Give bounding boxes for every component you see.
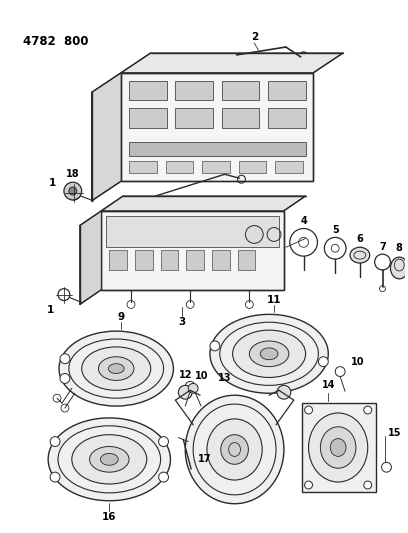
Ellipse shape <box>98 357 134 381</box>
Ellipse shape <box>48 418 171 501</box>
Text: 4782  800: 4782 800 <box>22 35 88 48</box>
Circle shape <box>364 406 372 414</box>
Bar <box>129 108 166 128</box>
Text: 8: 8 <box>396 243 403 253</box>
Bar <box>302 403 376 492</box>
Circle shape <box>50 437 60 447</box>
Circle shape <box>159 472 169 482</box>
Ellipse shape <box>308 413 368 482</box>
Ellipse shape <box>100 454 118 465</box>
Text: 3: 3 <box>179 317 186 327</box>
Circle shape <box>159 437 169 447</box>
Text: 13: 13 <box>218 374 231 383</box>
Circle shape <box>305 481 313 489</box>
Circle shape <box>178 385 192 399</box>
Text: 9: 9 <box>118 312 125 322</box>
Bar <box>121 72 313 181</box>
Circle shape <box>188 383 198 393</box>
Text: 10: 10 <box>351 357 365 367</box>
Text: 15: 15 <box>388 427 401 438</box>
Ellipse shape <box>350 247 370 263</box>
Bar <box>237 250 255 270</box>
Text: 5: 5 <box>332 225 339 236</box>
Bar <box>268 80 306 100</box>
Circle shape <box>186 301 194 309</box>
Polygon shape <box>102 196 306 211</box>
Ellipse shape <box>72 435 147 484</box>
Circle shape <box>127 301 135 309</box>
Ellipse shape <box>320 427 356 468</box>
Bar <box>268 108 306 128</box>
Text: 10: 10 <box>195 372 209 382</box>
Text: 4: 4 <box>300 216 307 225</box>
Text: 17: 17 <box>198 454 212 464</box>
Bar <box>222 108 259 128</box>
Bar <box>202 161 230 173</box>
Text: 1: 1 <box>49 178 56 188</box>
Circle shape <box>69 187 77 195</box>
Bar <box>135 250 153 270</box>
Bar <box>102 211 284 289</box>
Circle shape <box>277 385 291 399</box>
Circle shape <box>50 472 60 482</box>
Circle shape <box>381 462 391 472</box>
Ellipse shape <box>330 439 346 456</box>
Bar <box>275 161 303 173</box>
Bar <box>102 211 284 289</box>
Text: 14: 14 <box>322 381 335 390</box>
Ellipse shape <box>260 348 278 360</box>
Bar <box>166 161 193 173</box>
Bar <box>121 72 313 181</box>
Ellipse shape <box>390 257 408 279</box>
Polygon shape <box>121 53 343 72</box>
Ellipse shape <box>108 364 124 374</box>
Text: 16: 16 <box>102 512 117 522</box>
Text: 12: 12 <box>179 369 192 379</box>
Ellipse shape <box>249 341 289 367</box>
Text: 11: 11 <box>267 295 281 304</box>
Bar <box>129 161 157 173</box>
Bar <box>175 108 213 128</box>
Bar <box>175 80 213 100</box>
Circle shape <box>246 225 263 244</box>
Ellipse shape <box>221 435 248 464</box>
Ellipse shape <box>185 395 284 504</box>
Ellipse shape <box>90 447 129 472</box>
Polygon shape <box>80 211 102 304</box>
Bar <box>222 80 259 100</box>
Text: 2: 2 <box>251 32 258 42</box>
Bar <box>239 161 266 173</box>
Ellipse shape <box>233 330 306 377</box>
Circle shape <box>364 481 372 489</box>
Text: 1: 1 <box>47 305 54 316</box>
Circle shape <box>60 374 70 383</box>
Circle shape <box>60 354 70 364</box>
Bar <box>186 250 204 270</box>
Bar <box>161 250 178 270</box>
Bar <box>129 142 306 156</box>
Circle shape <box>318 357 328 367</box>
Circle shape <box>305 406 313 414</box>
Text: 7: 7 <box>379 243 386 252</box>
Ellipse shape <box>210 314 328 393</box>
Circle shape <box>64 182 82 200</box>
Circle shape <box>246 301 253 309</box>
Polygon shape <box>91 72 121 201</box>
Ellipse shape <box>82 347 151 390</box>
Ellipse shape <box>207 419 262 480</box>
Bar <box>106 216 279 247</box>
Ellipse shape <box>59 331 173 406</box>
Bar <box>109 250 127 270</box>
Text: 18: 18 <box>66 169 80 179</box>
Bar <box>129 80 166 100</box>
Bar <box>212 250 230 270</box>
Text: 6: 6 <box>357 235 363 244</box>
Circle shape <box>210 341 220 351</box>
